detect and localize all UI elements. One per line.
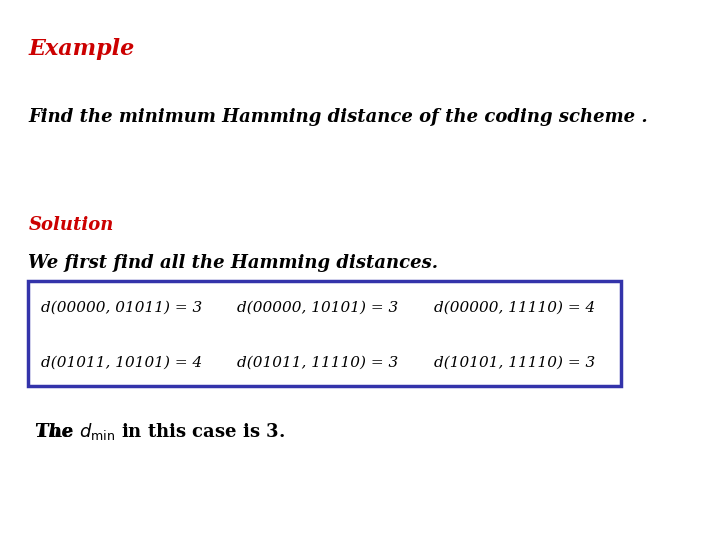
- Text: The $d_{\mathrm{min}}$ in this case is 3.: The $d_{\mathrm{min}}$ in this case is 3…: [35, 422, 285, 442]
- FancyBboxPatch shape: [29, 281, 621, 386]
- Text: d(10101, 11110) = 3: d(10101, 11110) = 3: [433, 356, 595, 370]
- Text: Example: Example: [29, 38, 135, 60]
- Text: d(01011, 11110) = 3: d(01011, 11110) = 3: [238, 356, 399, 370]
- Text: d(00000, 11110) = 4: d(00000, 11110) = 4: [433, 301, 595, 315]
- Text: We first find all the Hamming distances.: We first find all the Hamming distances.: [29, 254, 438, 272]
- Text: d(00000, 10101) = 3: d(00000, 10101) = 3: [238, 301, 399, 315]
- Text: Solution: Solution: [29, 216, 114, 234]
- Text: Find the minimum Hamming distance of the coding scheme .: Find the minimum Hamming distance of the…: [29, 108, 648, 126]
- Text: d(00000, 01011) = 3: d(00000, 01011) = 3: [41, 301, 202, 315]
- Text: d(01011, 10101) = 4: d(01011, 10101) = 4: [41, 356, 202, 370]
- Text: The: The: [35, 423, 79, 441]
